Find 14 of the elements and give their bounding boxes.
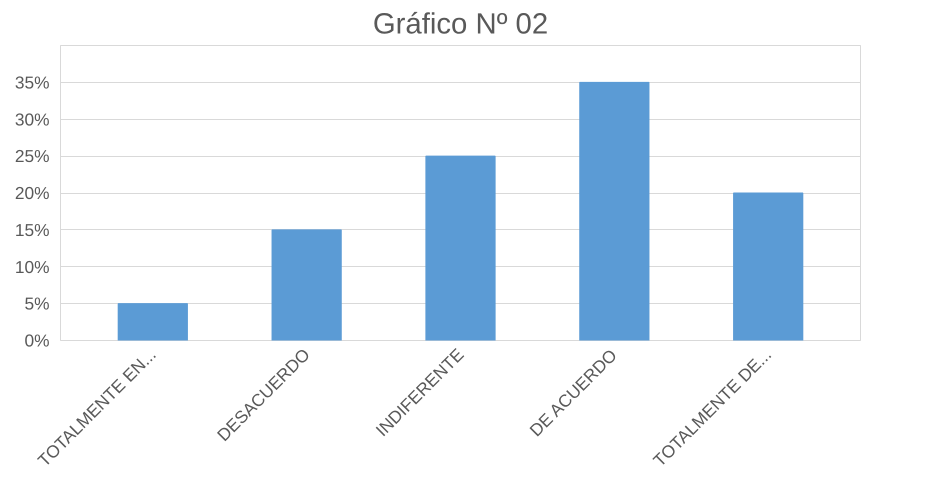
y-tick-label: 5% — [24, 294, 50, 314]
y-tick-label: 0% — [24, 330, 50, 350]
bar — [118, 303, 188, 340]
y-tick-label: 35% — [14, 72, 50, 92]
y-tick-label: 30% — [14, 109, 50, 130]
y-tick-label: 20% — [14, 183, 50, 203]
bar — [579, 82, 650, 340]
y-tick-label: 15% — [14, 220, 50, 240]
bar — [733, 192, 804, 340]
bar — [272, 229, 342, 340]
bar — [425, 156, 496, 340]
y-tick-label: 25% — [14, 146, 50, 166]
chart-title: Gráfico Nº 02 — [372, 8, 548, 40]
y-tick-label: 10% — [14, 256, 50, 277]
